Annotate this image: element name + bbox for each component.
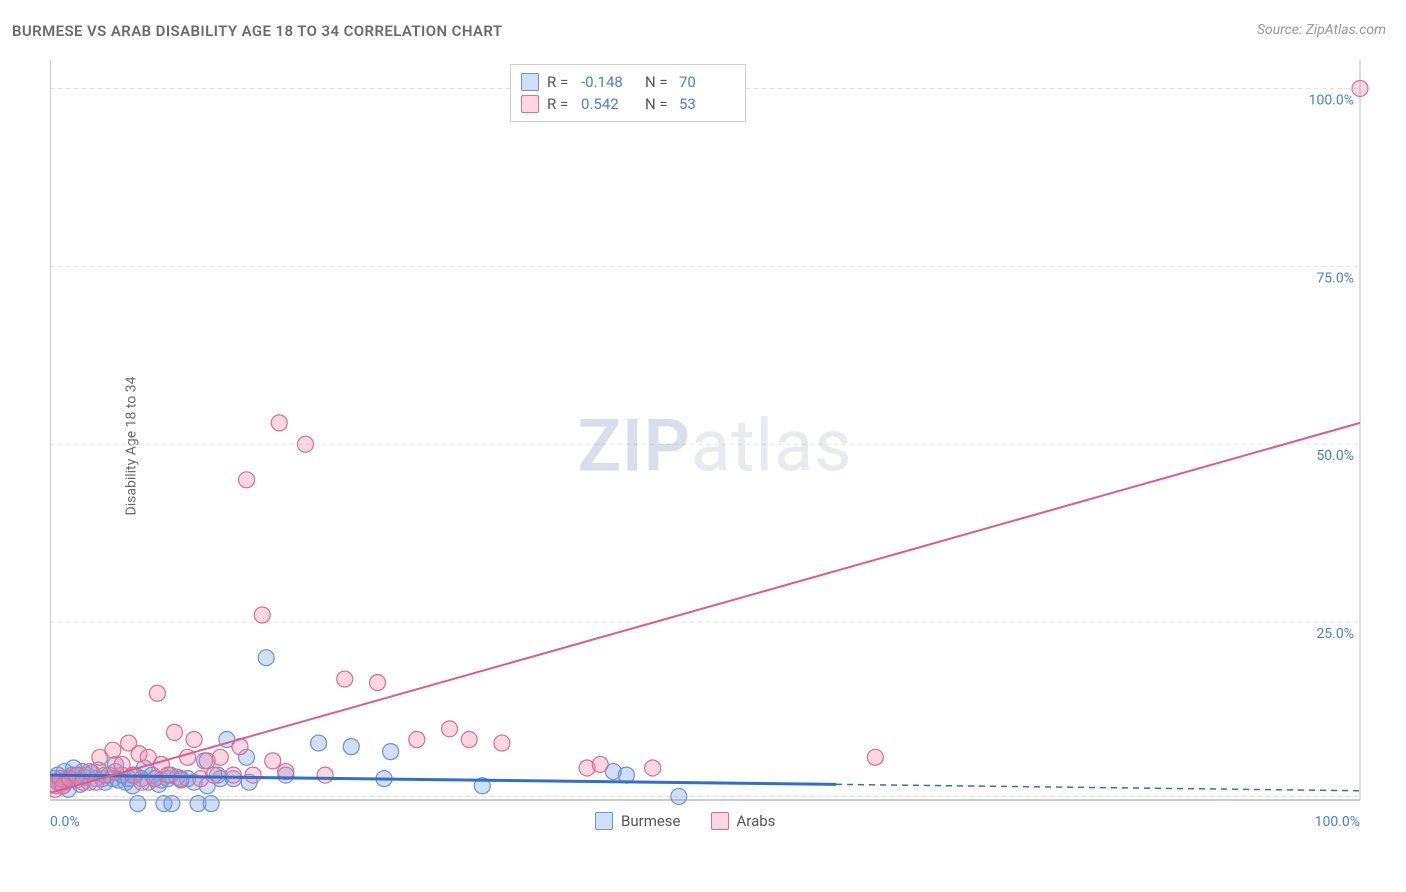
legend-r-value: 0.542 bbox=[581, 93, 637, 115]
data-point bbox=[343, 739, 359, 755]
chart-container: Disability Age 18 to 34 25.0%50.0%75.0%1… bbox=[50, 60, 1380, 832]
data-point bbox=[173, 771, 189, 787]
legend-row: R = -0.148 N = 70 bbox=[521, 71, 735, 93]
data-point bbox=[239, 472, 255, 488]
legend-n-label: N = bbox=[645, 71, 671, 93]
data-point bbox=[186, 732, 202, 748]
legend-row: R = 0.542 N = 53 bbox=[521, 93, 735, 115]
y-tick-label: 75.0% bbox=[1316, 270, 1354, 286]
correlation-legend: R = -0.148 N = 70 R = 0.542 N = 53 bbox=[510, 64, 746, 122]
data-point bbox=[225, 767, 241, 783]
legend-series-name: Arabs bbox=[737, 812, 776, 830]
legend-n-value: 53 bbox=[679, 93, 735, 115]
chart-title: BURMESE VS ARAB DISABILITY AGE 18 TO 34 … bbox=[12, 22, 502, 40]
data-point bbox=[203, 796, 219, 812]
data-point bbox=[105, 742, 121, 758]
data-point bbox=[370, 675, 386, 691]
trend-line-dashed bbox=[836, 784, 1360, 790]
data-point bbox=[166, 724, 182, 740]
data-point bbox=[265, 753, 281, 769]
data-point bbox=[212, 749, 228, 765]
legend-swatch bbox=[595, 812, 613, 830]
data-point bbox=[494, 735, 510, 751]
legend-n-label: N = bbox=[645, 93, 671, 115]
data-point bbox=[297, 436, 313, 452]
data-point bbox=[337, 671, 353, 687]
legend-swatch bbox=[521, 73, 539, 91]
data-point bbox=[271, 415, 287, 431]
data-point bbox=[867, 749, 883, 765]
data-point bbox=[206, 767, 222, 783]
data-point bbox=[1352, 80, 1368, 96]
data-point bbox=[245, 767, 261, 783]
data-point bbox=[311, 735, 327, 751]
y-tick-label: 50.0% bbox=[1316, 448, 1354, 464]
data-point bbox=[645, 760, 661, 776]
legend-r-value: -0.148 bbox=[581, 71, 637, 93]
legend-swatch bbox=[521, 95, 539, 113]
x-tick-label: 0.0% bbox=[50, 814, 80, 830]
data-point bbox=[442, 721, 458, 737]
data-point bbox=[409, 732, 425, 748]
data-point bbox=[164, 796, 180, 812]
legend-item: Burmese bbox=[595, 812, 681, 830]
data-point bbox=[461, 732, 477, 748]
y-tick-label: 25.0% bbox=[1316, 626, 1354, 642]
legend-n-value: 70 bbox=[679, 71, 735, 93]
data-point bbox=[258, 650, 274, 666]
data-point bbox=[130, 796, 146, 812]
legend-swatch bbox=[711, 812, 729, 830]
data-point bbox=[317, 767, 333, 783]
legend-r-label: R = bbox=[547, 93, 573, 115]
data-point bbox=[149, 685, 165, 701]
x-tick-label: 100.0% bbox=[1315, 814, 1360, 830]
legend-series-name: Burmese bbox=[621, 812, 681, 830]
source-label: Source: ZipAtlas.com bbox=[1257, 22, 1386, 38]
scatter-plot: 25.0% 50.0% 75.0% 100.0% 0.0% 100.0% bbox=[50, 60, 1380, 832]
data-point bbox=[592, 756, 608, 772]
data-point bbox=[254, 607, 270, 623]
data-point bbox=[383, 744, 399, 760]
series-legend: Burmese Arabs bbox=[595, 812, 775, 830]
legend-item: Arabs bbox=[711, 812, 776, 830]
legend-r-label: R = bbox=[547, 71, 573, 93]
data-point bbox=[671, 788, 687, 804]
y-tick-label: 100.0% bbox=[1309, 92, 1354, 108]
